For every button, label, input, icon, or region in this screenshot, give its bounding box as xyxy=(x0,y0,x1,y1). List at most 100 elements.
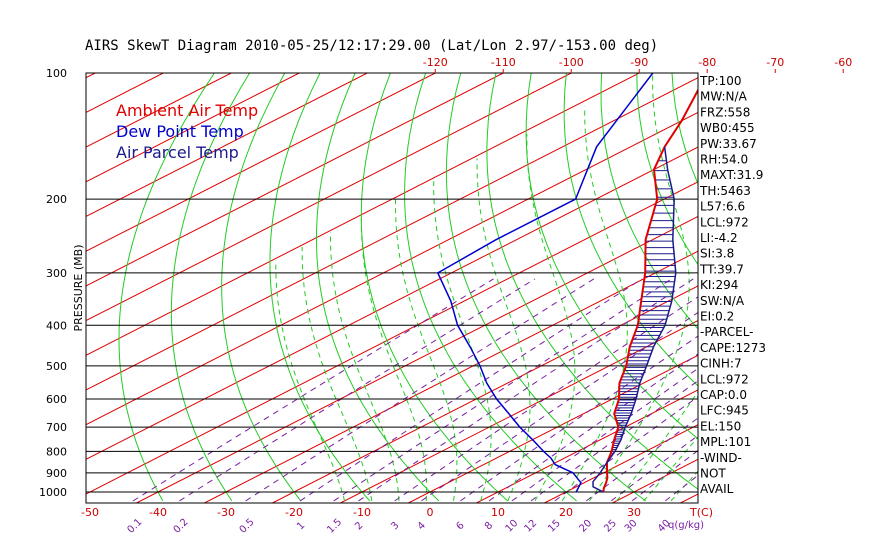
index-entry: CAP:0.0 xyxy=(700,388,747,402)
pressure-tick-label: 200 xyxy=(46,193,67,206)
moist-adiabat-line xyxy=(275,260,346,502)
mixing-ratio-line xyxy=(585,417,698,502)
pressure-tick-label: 600 xyxy=(46,393,67,406)
moist-adiabat-line xyxy=(588,73,690,502)
mixing-ratio-tick-label: 4 xyxy=(416,520,428,532)
mixing-ratio-line xyxy=(488,353,698,502)
mixing-ratio-line xyxy=(460,335,698,502)
bottom-temp-tick-label: 0 xyxy=(427,506,434,519)
dry-adiabat-line xyxy=(170,73,251,502)
mixing-ratio-tick-label: 1 xyxy=(295,520,307,532)
top-temp-tick-label: -110 xyxy=(491,56,516,69)
index-entry: LFC:945 xyxy=(700,404,749,418)
index-entry: EL:150 xyxy=(700,419,741,433)
index-entry: -WIND- xyxy=(700,451,742,465)
parcel-temp-line xyxy=(592,146,677,493)
index-entry: RH:54.0 xyxy=(700,153,748,167)
pressure-tick-label: 700 xyxy=(46,421,67,434)
index-entry: FRZ:558 xyxy=(700,105,750,119)
pressure-tick-label: 400 xyxy=(46,319,67,332)
pressure-tick-label: 800 xyxy=(46,445,67,458)
moist-adiabat-line xyxy=(330,232,400,501)
mixing-ratio-line xyxy=(179,278,536,502)
dry-adiabat-line xyxy=(269,73,371,502)
bottom-temp-tick-label: -10 xyxy=(353,506,371,519)
mixing-ratio-tick-label: 6 xyxy=(454,520,466,532)
dry-adiabat-line xyxy=(404,73,577,502)
bottom-temp-tick-label: -20 xyxy=(285,506,303,519)
mixing-ratio-tick-label: 20 xyxy=(577,518,594,535)
legend-entry: Air Parcel Temp xyxy=(116,143,239,162)
mixing-ratio-line xyxy=(530,380,698,502)
isotherm-line xyxy=(86,181,698,495)
dry-adiabat-line xyxy=(636,73,698,266)
index-entry: KI:294 xyxy=(700,278,738,292)
bottom-temp-tick-label: 30 xyxy=(627,506,641,519)
index-entry: EI:0.2 xyxy=(700,310,734,324)
index-entry: NOT xyxy=(700,467,726,481)
moist-adiabat-line xyxy=(561,106,628,502)
index-entry: CAPE:1273 xyxy=(700,341,766,355)
isotherm-line xyxy=(340,320,698,503)
legend: Ambient Air Temp Dew Point Temp Air Parcel… xyxy=(116,101,258,162)
plot-frame xyxy=(85,72,699,504)
index-entry: -PARCEL- xyxy=(700,325,754,339)
bottom-temp-tick-label: 10 xyxy=(491,506,505,519)
pressure-tick-label: 100 xyxy=(46,67,67,80)
legend-entry: Ambient Air Temp xyxy=(116,101,258,120)
mixing-ratio-tick-label: 8 xyxy=(483,520,495,532)
dry-adiabat-line xyxy=(813,73,870,501)
index-entry: LCL:972 xyxy=(700,215,749,229)
index-entry: TH:5463 xyxy=(699,184,751,198)
isotherm-line xyxy=(816,73,870,503)
mixing-ratio-tick-label: 15 xyxy=(546,518,563,535)
top-temp-tick-label: -90 xyxy=(630,56,648,69)
y-axis-label: PRESSURE (MB) xyxy=(72,245,85,332)
mixing-ratio-line xyxy=(245,278,595,502)
dry-adiabat-line xyxy=(486,73,698,490)
mixing-ratio-unit-label: q(g/kg) xyxy=(668,520,704,531)
mixing-ratio-line xyxy=(299,278,643,502)
index-entry: MW:N/A xyxy=(700,90,748,104)
dry-adiabat-line xyxy=(525,73,698,440)
isotherm-line xyxy=(136,215,698,503)
isotherm-line xyxy=(86,111,698,426)
isotherm-line xyxy=(408,354,698,503)
ambient-temp-line xyxy=(602,88,698,493)
moist-adiabat-line xyxy=(433,179,492,502)
moist-adiabat-line xyxy=(643,436,698,502)
mixing-ratio-tick-label: 2 xyxy=(353,520,365,532)
dry-adiabat-line xyxy=(118,73,215,502)
mixing-ratio-line xyxy=(333,278,672,502)
isotherm-line xyxy=(86,73,300,183)
moist-adiabat-line xyxy=(301,246,373,501)
isotherm-line xyxy=(86,73,232,148)
isotherm-line xyxy=(86,73,368,218)
plot-area xyxy=(86,73,870,503)
index-entry: CINH:7 xyxy=(700,357,742,371)
isotherm-line xyxy=(86,146,698,460)
dry-adiabat-line xyxy=(742,73,870,501)
mixing-ratio-line xyxy=(610,434,698,502)
index-entry: SW:N/A xyxy=(700,294,745,308)
isotherm-line xyxy=(86,73,572,322)
pressure-tick-label: 300 xyxy=(46,267,67,280)
mixing-ratio-tick-label: 0.2 xyxy=(172,517,191,536)
dry-adiabat-line xyxy=(563,73,698,387)
mixing-ratio-tick-label: 25 xyxy=(602,518,619,535)
dry-adiabat-line xyxy=(221,73,302,502)
mixing-ratio-tick-label: 30 xyxy=(623,518,640,535)
isotherm-line xyxy=(204,250,698,503)
bottom-temp-tick-label: -40 xyxy=(149,506,167,519)
legend-entry: Dew Point Temp xyxy=(116,122,244,141)
index-entry: PW:33.67 xyxy=(700,137,757,151)
pressure-tick-label: 900 xyxy=(46,467,67,480)
mixing-ratio-tick-label: 12 xyxy=(522,518,539,535)
index-entry: SI:3.8 xyxy=(700,247,734,261)
top-temp-tick-label: -100 xyxy=(559,56,584,69)
isotherm-line xyxy=(86,73,504,287)
moist-adiabat-line xyxy=(616,390,698,502)
mixing-ratio-line xyxy=(664,474,698,502)
